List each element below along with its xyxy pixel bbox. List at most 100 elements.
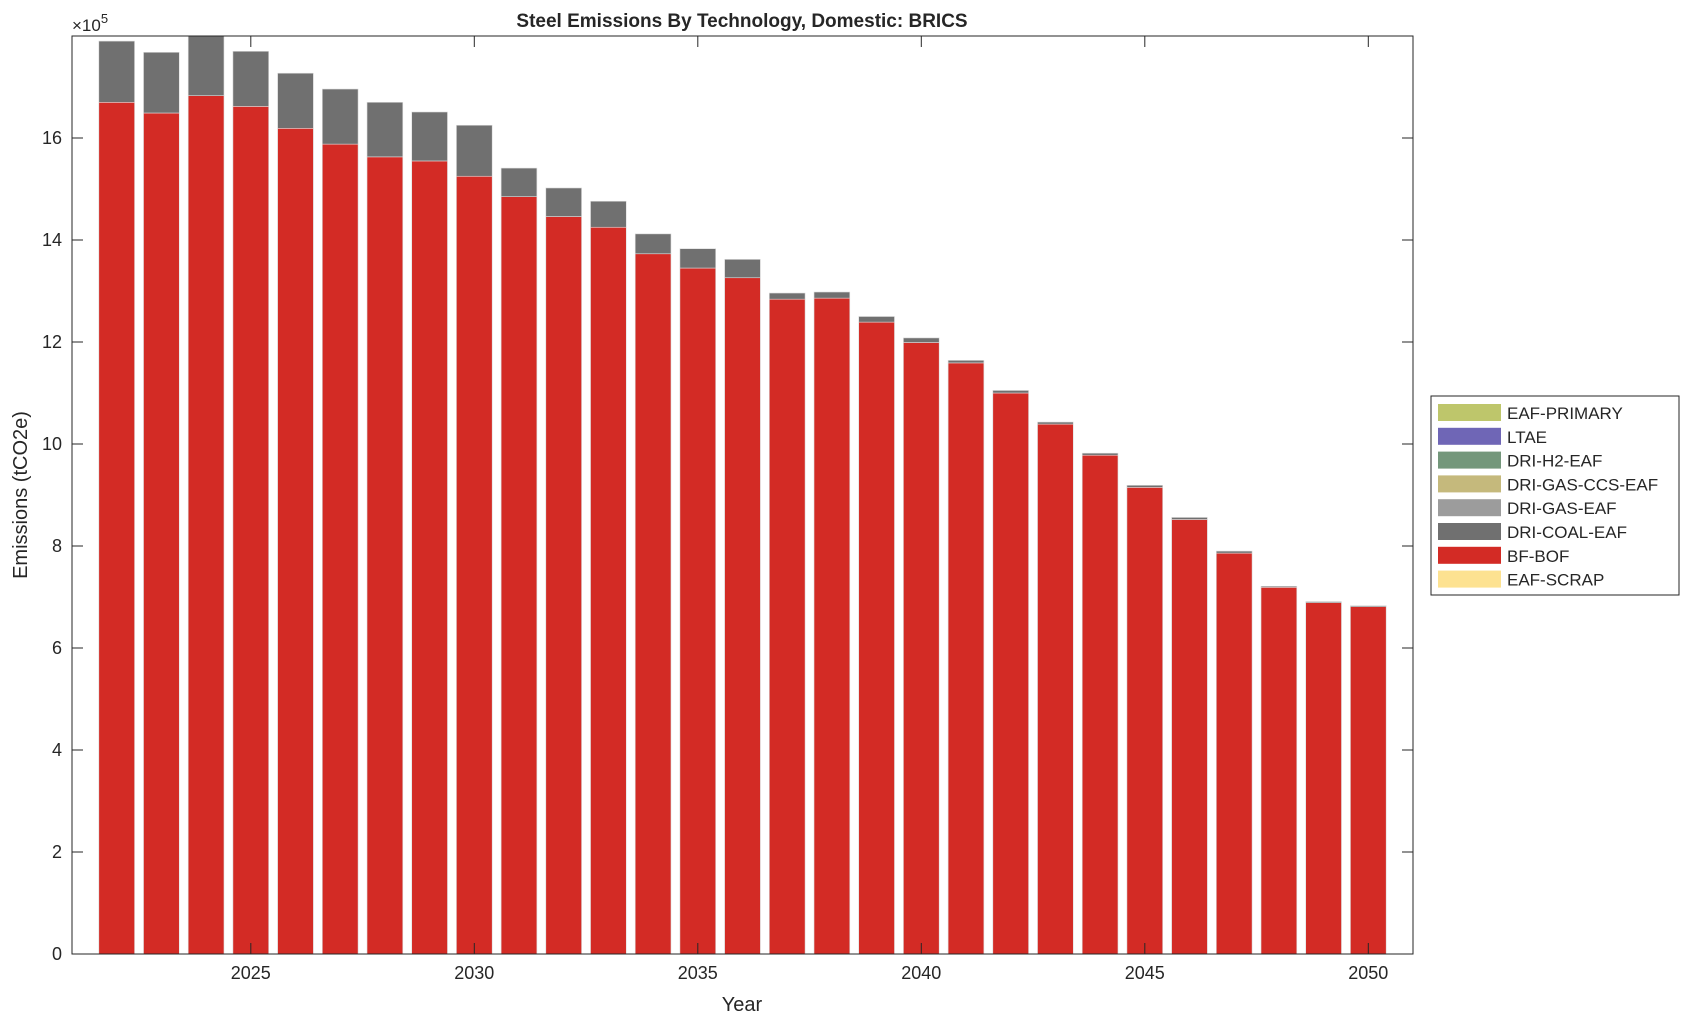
bar-bf-bof-2035 [679, 267, 716, 955]
legend-label-ltae: LTAE [1507, 428, 1547, 447]
y-tick-label: 12 [42, 332, 62, 352]
bar-bf-bof-2047 [1216, 552, 1253, 955]
legend-label-dri-coal-eaf: DRI-COAL-EAF [1507, 523, 1627, 542]
bar-bf-bof-2044 [1081, 454, 1119, 955]
ticks-layer: 2025 2030 2035 2040 2045 2050 0 2 4 6 8 10 12 14 16 [42, 36, 1413, 983]
bar-bf-bof-2031 [500, 196, 538, 955]
x-tick-label: 2040 [901, 963, 941, 983]
legend-swatch-bf-bof [1438, 546, 1501, 564]
y-tick-label: 8 [52, 536, 62, 556]
y-tick-label: 6 [52, 638, 62, 658]
bar-bf-bof-2029 [411, 160, 448, 955]
bar-bf-bof-2022 [98, 102, 135, 955]
legend-swatch-dri-h2-eaf [1438, 451, 1501, 469]
bar-bf-bof-2037 [769, 298, 806, 955]
bar-bf-bof-2033 [590, 226, 627, 955]
y-exponent-label: ×105 [72, 11, 108, 35]
legend-swatch-dri-gas-ccs-eaf [1438, 475, 1501, 493]
x-tick-label: 2035 [678, 963, 718, 983]
bar-dri-coal-eaf-2041 [947, 360, 985, 364]
y-tick-label: 4 [52, 740, 62, 760]
bar-dri-coal-eaf-2032 [545, 187, 582, 217]
bar-dri-coal-eaf-2037 [769, 292, 806, 300]
legend-swatch-ltae [1438, 427, 1501, 445]
bar-bf-bof-2042 [992, 392, 1029, 955]
y-tick-label: 14 [42, 230, 62, 250]
legend-swatch-dri-gas-eaf [1438, 499, 1501, 517]
bar-bf-bof-2041 [947, 362, 985, 955]
y-axis-label: Emissions (tCO2e) [10, 411, 32, 579]
axes-box [71, 35, 1414, 955]
bar-dri-coal-eaf-2024 [187, 35, 225, 96]
bar-bf-bof-2028 [366, 156, 404, 955]
bar-dri-coal-eaf-2029 [411, 111, 448, 162]
bar-dri-coal-eaf-2050 [1350, 605, 1387, 607]
bar-bf-bof-2030 [456, 175, 493, 955]
bar-bf-bof-2038 [813, 297, 851, 955]
bar-bf-bof-2050 [1350, 606, 1387, 955]
legend-label-dri-gas-eaf: DRI-GAS-EAF [1507, 499, 1617, 518]
x-tick-label: 2030 [454, 963, 494, 983]
bar-dri-coal-eaf-2026 [277, 72, 314, 129]
bar-bf-bof-2034 [634, 253, 672, 955]
bar-bf-bof-2039 [858, 321, 895, 955]
bar-bf-bof-2049 [1305, 602, 1342, 955]
bar-dri-coal-eaf-2027 [322, 88, 359, 145]
bar-dri-coal-eaf-2045 [1126, 485, 1163, 488]
x-tick-label: 2025 [231, 963, 271, 983]
bar-dri-coal-eaf-2042 [992, 390, 1029, 394]
y-tick-label: 10 [42, 434, 62, 454]
legend-swatch-eaf-primary [1438, 404, 1501, 421]
bar-bf-bof-2036 [724, 277, 761, 955]
bar-dri-coal-eaf-2039 [858, 316, 895, 323]
bar-dri-coal-eaf-2044 [1081, 452, 1119, 456]
legend: EAF-PRIMARY LTAE DRI-H2-EAF DRI-GAS-CCS-EAF… [1430, 395, 1680, 596]
legend-label-eaf-primary: EAF-PRIMARY [1507, 404, 1623, 423]
bar-bf-bof-2043 [1037, 423, 1074, 955]
bar-dri-coal-eaf-2040 [903, 337, 940, 343]
bar-dri-coal-eaf-2049 [1305, 601, 1342, 603]
x-tick-label: 2050 [1348, 963, 1388, 983]
bar-bf-bof-2024 [187, 95, 225, 955]
y-tick-label: 16 [42, 128, 62, 148]
legend-label-bf-bof: BF-BOF [1507, 547, 1569, 566]
y-tick-label: 2 [52, 842, 62, 862]
bar-dri-coal-eaf-2031 [500, 167, 538, 197]
bar-dri-coal-eaf-2030 [456, 124, 493, 177]
bar-bf-bof-2045 [1126, 487, 1163, 955]
bar-dri-coal-eaf-2043 [1037, 421, 1074, 425]
bar-bf-bof-2023 [143, 112, 180, 955]
bar-bf-bof-2048 [1260, 587, 1298, 955]
bar-dri-coal-eaf-2028 [366, 102, 404, 158]
bar-bf-bof-2040 [903, 342, 940, 955]
bar-bf-bof-2046 [1171, 519, 1208, 955]
bar-dri-coal-eaf-2022 [98, 40, 135, 103]
bar-bf-bof-2027 [322, 143, 359, 955]
y-tick-label: 0 [52, 944, 62, 964]
bar-dri-coal-eaf-2046 [1171, 517, 1208, 520]
bar-dri-coal-eaf-2035 [679, 248, 716, 269]
bar-dri-coal-eaf-2025 [232, 50, 269, 107]
legend-label-dri-gas-ccs-eaf: DRI-GAS-CCS-EAF [1507, 475, 1658, 494]
legend-swatch-eaf-scrap [1438, 570, 1501, 588]
bar-dri-coal-eaf-2038 [813, 291, 851, 299]
bar-dri-coal-eaf-2047 [1216, 550, 1253, 554]
bar-dri-coal-eaf-2048 [1260, 585, 1298, 588]
chart-title: Steel Emissions By Technology, Domestic:… [516, 11, 967, 32]
bar-dri-coal-eaf-2033 [590, 200, 627, 228]
y-exponent-power: 5 [101, 11, 108, 26]
bar-bf-bof-2032 [545, 216, 582, 955]
legend-label-dri-h2-eaf: DRI-H2-EAF [1507, 452, 1602, 471]
legend-swatch-dri-coal-eaf [1438, 523, 1501, 540]
legend-label-eaf-scrap: EAF-SCRAP [1507, 571, 1604, 590]
bar-bf-bof-2025 [232, 106, 269, 955]
y-exponent-base: ×10 [72, 16, 101, 35]
bar-dri-coal-eaf-2023 [143, 52, 180, 114]
x-tick-label: 2045 [1125, 963, 1165, 983]
bar-bf-bof-2026 [277, 128, 314, 955]
x-axis-label: Year [722, 994, 763, 1016]
bar-dri-coal-eaf-2036 [724, 259, 761, 279]
bars-layer [98, 35, 1387, 955]
bar-dri-coal-eaf-2034 [634, 233, 672, 255]
